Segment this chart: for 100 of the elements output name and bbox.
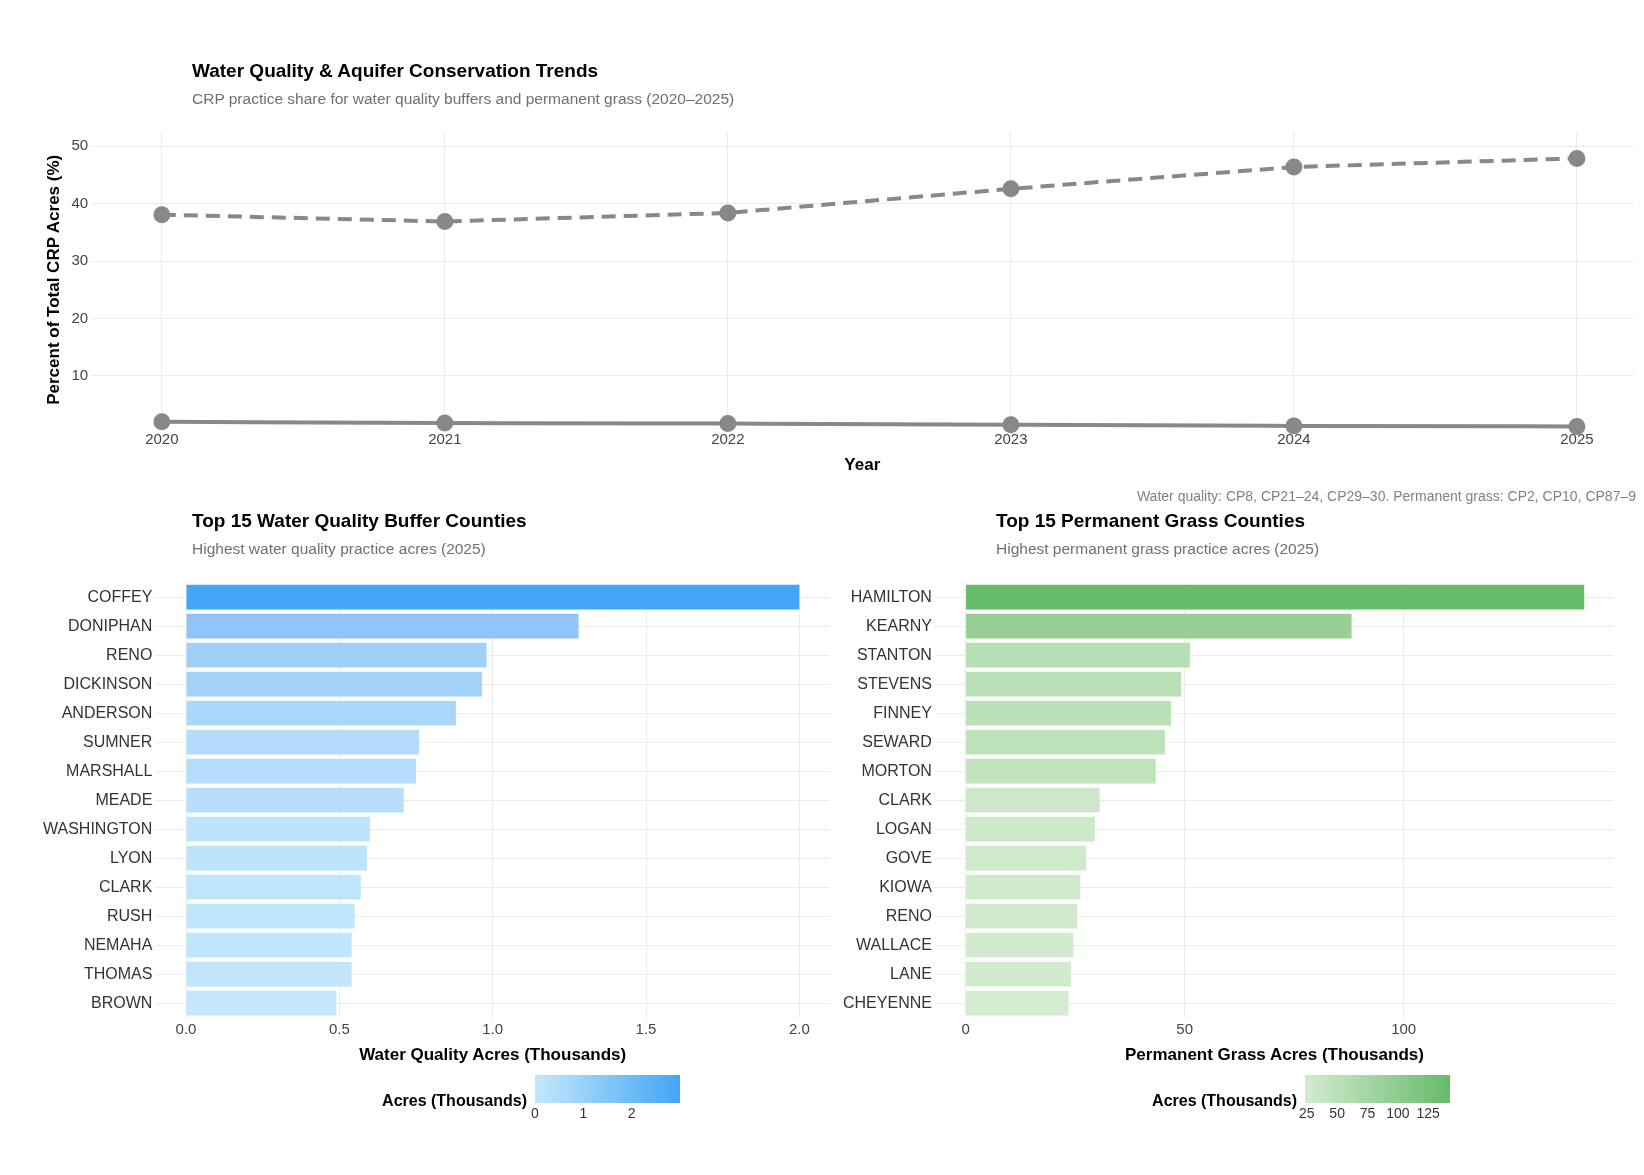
bar	[186, 758, 416, 784]
x-tick-label: 50	[1176, 1019, 1193, 1037]
y-tick-label: COFFEY	[87, 587, 153, 605]
y-tick-label: HAMILTON	[850, 587, 932, 605]
bar	[186, 845, 367, 871]
y-tick-label: 30	[71, 251, 89, 269]
y-tick-label: NEMAHA	[83, 935, 153, 953]
y-tick-label: RUSH	[106, 906, 153, 924]
bar	[186, 961, 352, 987]
y-tick-label: 20	[71, 308, 89, 326]
point	[1568, 149, 1586, 167]
y-tick-label: BROWN	[91, 993, 153, 1011]
color-bar-title: Acres (Thousands)	[382, 1092, 527, 1110]
x-tick-label: 0.5	[328, 1019, 350, 1037]
chart-title: Top 15 Permanent Grass Counties	[996, 510, 1306, 532]
point	[153, 206, 171, 224]
y-tick-label: KIOWA	[879, 877, 933, 895]
y-tick-label: MEADE	[95, 790, 153, 808]
bar	[966, 642, 1190, 668]
bar	[966, 729, 1165, 755]
point	[1568, 417, 1586, 435]
bar	[966, 671, 1182, 697]
y-tick-label: CLARK	[98, 877, 153, 895]
color-bar-label: 0	[531, 1105, 539, 1121]
color-bar-label: 75	[1359, 1105, 1376, 1121]
y-tick-label: CHEYENNE	[843, 993, 932, 1011]
y-tick-label: WASHINGTON	[42, 819, 153, 837]
bar	[186, 787, 404, 813]
point	[719, 415, 737, 433]
color-bar-label: 100	[1386, 1105, 1410, 1121]
point	[153, 413, 171, 431]
y-tick-label: MARSHALL	[66, 761, 153, 779]
bar	[966, 758, 1156, 784]
y-tick-label: SEWARD	[862, 732, 932, 750]
y-tick-label: WALLACE	[856, 935, 932, 953]
point	[1002, 180, 1020, 198]
point	[436, 213, 454, 231]
bar	[966, 932, 1074, 958]
color-bar-label: 1	[579, 1105, 588, 1121]
y-tick-label: LOGAN	[875, 819, 932, 837]
chart-title: Top 15 Water Quality Buffer Counties	[192, 510, 527, 532]
bar	[966, 961, 1072, 987]
y-tick-label: STEVENS	[857, 674, 932, 692]
y-tick-label: MORTON	[861, 761, 932, 779]
bar	[186, 903, 355, 929]
y-tick-label: 40	[71, 193, 89, 211]
x-tick-label: 0.0	[175, 1019, 197, 1037]
x-axis-title: Year	[844, 455, 881, 475]
y-tick-label: 50	[71, 136, 89, 154]
point	[719, 204, 737, 222]
x-axis-title: Water Quality Acres (Thousands)	[359, 1045, 627, 1065]
text: Water quality: CP8, CP21–24, CP29–30. Permanent grass: CP2, CP10, CP87–9	[1136, 488, 1636, 504]
bar	[966, 845, 1087, 871]
color-bar-label: 2	[627, 1105, 636, 1121]
bar	[186, 642, 487, 668]
x-tick-label: 2021	[428, 429, 462, 447]
point	[1285, 158, 1303, 176]
bar	[186, 671, 482, 697]
x-tick-label: 1.0	[482, 1019, 504, 1037]
chart-title: Water Quality & Aquifer Conservation Trends	[192, 60, 599, 82]
chart-subtitle: Highest permanent grass practice acres (2025)	[996, 540, 1320, 558]
y-tick-label: LANE	[890, 964, 932, 982]
y-tick-label: RENO	[106, 645, 153, 663]
bar	[186, 584, 800, 610]
x-tick-label: 2022	[711, 429, 745, 447]
y-tick-label: THOMAS	[83, 964, 153, 982]
x-tick-label: 0	[961, 1019, 970, 1037]
color-bar-title: Acres (Thousands)	[1152, 1092, 1297, 1110]
color-bar-label: 25	[1299, 1105, 1315, 1121]
bar	[966, 874, 1081, 900]
color-bar-label: 50	[1329, 1105, 1345, 1121]
x-tick-label: 100	[1391, 1019, 1417, 1037]
x-tick-label: 2.0	[788, 1019, 810, 1037]
bar	[186, 990, 337, 1016]
x-tick-label: 2020	[145, 429, 179, 447]
bar	[966, 990, 1069, 1016]
x-tick-label: 1.5	[635, 1019, 657, 1037]
bar	[186, 874, 361, 900]
y-tick-label: SUMNER	[82, 732, 153, 750]
bar	[186, 613, 579, 639]
y-tick-label: DICKINSON	[63, 674, 153, 692]
bar	[966, 700, 1172, 726]
bar	[966, 816, 1095, 842]
bar	[186, 932, 352, 958]
y-tick-label: STANTON	[856, 645, 932, 663]
y-tick-label: ANDERSON	[61, 703, 153, 721]
point	[1002, 416, 1020, 434]
bar	[186, 816, 370, 842]
y-tick-label: FINNEY	[873, 703, 933, 721]
y-tick-label: RENO	[885, 906, 932, 924]
bar	[186, 700, 456, 726]
x-tick-label: 2023	[994, 429, 1028, 447]
y-tick-label: LYON	[109, 848, 153, 866]
bar	[966, 584, 1585, 610]
y-tick-label: KEARNY	[866, 616, 933, 634]
bar	[966, 787, 1100, 813]
bar	[186, 729, 420, 755]
bar	[966, 903, 1078, 929]
y-tick-label: 10	[71, 366, 89, 384]
point	[1285, 417, 1303, 435]
